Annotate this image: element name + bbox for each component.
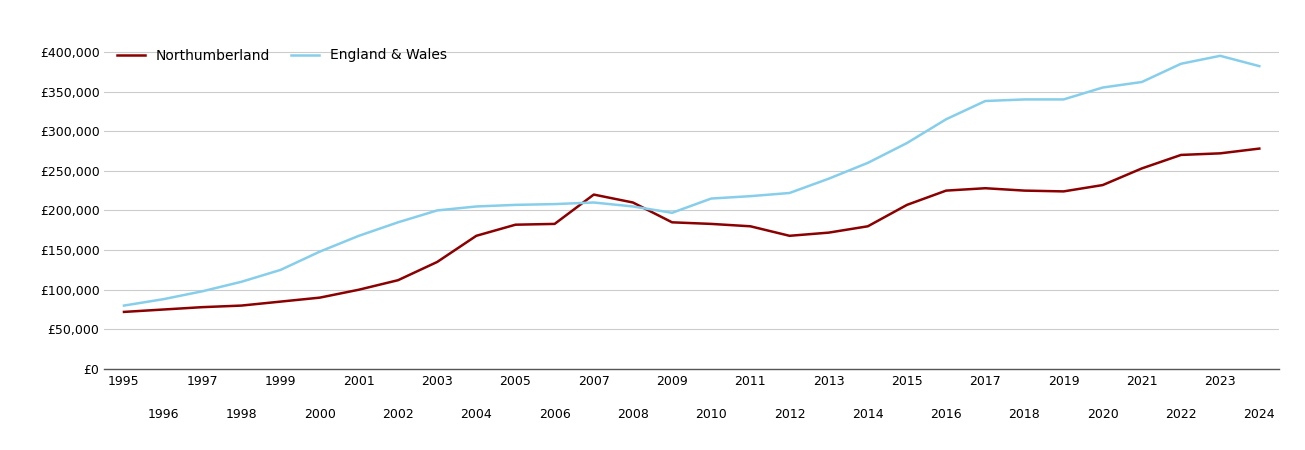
- Northumberland: [155, 307, 171, 312]
- Northumberland: [1173, 152, 1189, 158]
- England & Wales: [625, 204, 641, 209]
- Northumberland: [703, 221, 719, 227]
- Line: England & Wales: England & Wales: [124, 56, 1259, 306]
- Text: 1998: 1998: [226, 408, 257, 421]
- Northumberland: [743, 224, 758, 229]
- Northumberland: [977, 185, 993, 191]
- Northumberland: [782, 233, 797, 238]
- Northumberland: [351, 287, 367, 292]
- England & Wales: [1251, 63, 1267, 69]
- Legend: Northumberland, England & Wales: Northumberland, England & Wales: [111, 43, 453, 68]
- Northumberland: [625, 200, 641, 205]
- England & Wales: [938, 117, 954, 122]
- Text: 2014: 2014: [852, 408, 883, 421]
- England & Wales: [194, 288, 210, 294]
- England & Wales: [743, 194, 758, 199]
- Northumberland: [468, 233, 484, 238]
- England & Wales: [1095, 85, 1111, 90]
- Northumberland: [1134, 166, 1150, 171]
- Northumberland: [1017, 188, 1032, 194]
- England & Wales: [234, 279, 249, 284]
- England & Wales: [1212, 53, 1228, 58]
- England & Wales: [508, 202, 523, 207]
- Northumberland: [1251, 146, 1267, 151]
- England & Wales: [155, 297, 171, 302]
- Text: 2002: 2002: [382, 408, 414, 421]
- England & Wales: [703, 196, 719, 201]
- England & Wales: [273, 267, 288, 273]
- Northumberland: [664, 220, 680, 225]
- Line: Northumberland: Northumberland: [124, 148, 1259, 312]
- Text: 2016: 2016: [930, 408, 962, 421]
- Northumberland: [273, 299, 288, 304]
- Text: 2024: 2024: [1244, 408, 1275, 421]
- England & Wales: [664, 210, 680, 216]
- Northumberland: [586, 192, 602, 197]
- England & Wales: [782, 190, 797, 196]
- Northumberland: [194, 305, 210, 310]
- England & Wales: [390, 220, 406, 225]
- England & Wales: [1056, 97, 1071, 102]
- England & Wales: [899, 140, 915, 146]
- Northumberland: [860, 224, 876, 229]
- Northumberland: [1056, 189, 1071, 194]
- Northumberland: [547, 221, 562, 227]
- Text: 1996: 1996: [147, 408, 179, 421]
- Text: 2008: 2008: [617, 408, 649, 421]
- Text: 2006: 2006: [539, 408, 570, 421]
- Northumberland: [1212, 151, 1228, 156]
- Northumberland: [312, 295, 328, 300]
- Text: 2004: 2004: [461, 408, 492, 421]
- Northumberland: [508, 222, 523, 227]
- Northumberland: [390, 278, 406, 283]
- England & Wales: [977, 98, 993, 104]
- England & Wales: [860, 160, 876, 166]
- England & Wales: [351, 233, 367, 238]
- Text: 2018: 2018: [1009, 408, 1040, 421]
- England & Wales: [468, 204, 484, 209]
- Text: 2022: 2022: [1165, 408, 1197, 421]
- England & Wales: [586, 200, 602, 205]
- Text: 2010: 2010: [696, 408, 727, 421]
- England & Wales: [116, 303, 132, 308]
- Text: 2020: 2020: [1087, 408, 1118, 421]
- England & Wales: [312, 249, 328, 254]
- England & Wales: [1134, 79, 1150, 85]
- Northumberland: [429, 259, 445, 265]
- Northumberland: [938, 188, 954, 194]
- England & Wales: [429, 208, 445, 213]
- England & Wales: [1017, 97, 1032, 102]
- Northumberland: [116, 309, 132, 315]
- England & Wales: [547, 202, 562, 207]
- Text: 2000: 2000: [304, 408, 335, 421]
- Northumberland: [821, 230, 837, 235]
- England & Wales: [1173, 61, 1189, 67]
- England & Wales: [821, 176, 837, 181]
- Northumberland: [1095, 182, 1111, 188]
- Text: 2012: 2012: [774, 408, 805, 421]
- Northumberland: [899, 202, 915, 207]
- Northumberland: [234, 303, 249, 308]
